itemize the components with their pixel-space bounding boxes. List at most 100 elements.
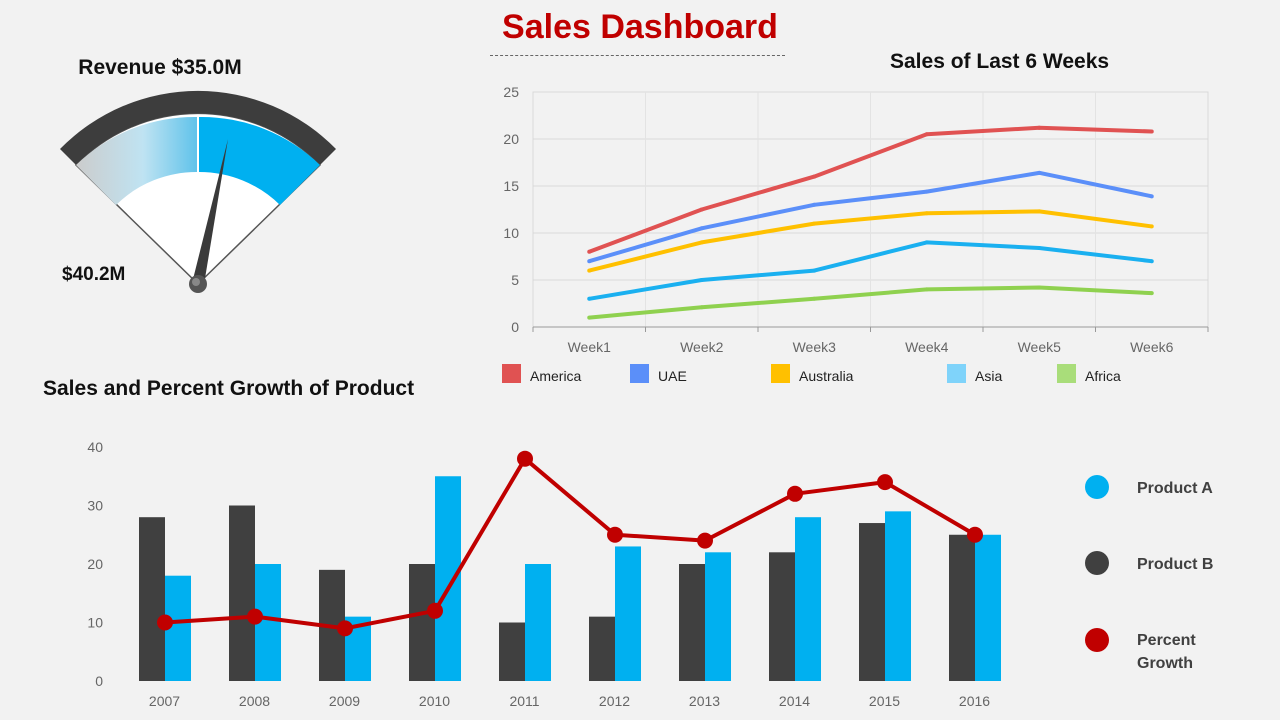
bar-product-b (769, 552, 795, 681)
legend-label: Africa (1085, 368, 1121, 384)
legend-swatch (1057, 364, 1076, 383)
data-point-asia (1149, 259, 1154, 264)
gauge-hub-highlight (192, 278, 200, 286)
data-point-asia (1037, 246, 1042, 251)
gauge-min-label: $40.2M (62, 264, 126, 285)
series-line-africa (589, 285, 1152, 320)
title-underline (490, 55, 785, 56)
y-tick-label: 0 (511, 319, 519, 335)
bar-product-b (139, 517, 165, 681)
growth-line (164, 456, 977, 631)
growth-point (427, 602, 443, 619)
data-point-australia (924, 211, 929, 216)
line-chart: 0 5 10 15 20 25 Week1 Week2 Week3 Week4 Week5 Week6… (502, 84, 1209, 384)
x-tick-label: Week6 (1130, 339, 1174, 355)
legend-label: America (530, 368, 582, 384)
legend-label: Percent Growth (1137, 632, 1196, 672)
y-tick-label: 10 (503, 225, 519, 241)
data-point-america (699, 207, 704, 212)
bar-product-a (525, 564, 551, 681)
bar-product-b (499, 622, 525, 681)
y-tick-label: 20 (503, 131, 519, 147)
bar-product-a (435, 476, 461, 681)
growth-point (337, 620, 353, 637)
data-point-australia (699, 240, 704, 245)
y-tick-label: 5 (511, 272, 519, 288)
data-point-africa (1037, 285, 1042, 290)
bar-product-a (795, 517, 821, 681)
legend-label: Product A (1137, 480, 1213, 497)
growth-point (967, 526, 983, 543)
data-point-africa (587, 315, 592, 320)
data-point-uae (1037, 170, 1042, 175)
x-tick-label: 2008 (239, 693, 270, 709)
x-tick-label: 2014 (779, 693, 810, 709)
y-tick-label: 10 (87, 615, 103, 631)
legend-swatch (947, 364, 966, 383)
line-chart-title: Sales of Last 6 Weeks (890, 50, 1110, 73)
data-point-africa (699, 305, 704, 310)
x-tick-label: Week2 (680, 339, 724, 355)
growth-point (247, 608, 263, 625)
growth-point (157, 614, 173, 631)
x-tick-label: 2009 (329, 693, 360, 709)
revenue-gauge (60, 90, 336, 293)
x-tick-label: Week1 (568, 339, 612, 355)
legend-label: Product B (1137, 556, 1213, 573)
data-point-australia (1037, 209, 1042, 214)
data-point-africa (924, 287, 929, 292)
x-tick-label: Week5 (1018, 339, 1062, 355)
legend-dot (1085, 475, 1109, 499)
data-point-asia (924, 240, 929, 245)
data-point-asia (587, 296, 592, 301)
y-tick-label: 15 (503, 178, 519, 194)
bar-product-b (589, 616, 615, 681)
bar-product-b (949, 534, 975, 681)
data-point-australia (812, 221, 817, 226)
bar-product-a (885, 511, 911, 681)
data-point-australia (1149, 224, 1154, 229)
bar-product-b (229, 505, 255, 681)
bar-product-a (705, 552, 731, 681)
growth-point (697, 532, 713, 549)
legend-label: Australia (799, 368, 854, 384)
bar-product-b (409, 564, 435, 681)
series-line-asia (588, 240, 1152, 301)
gauge-title: Revenue $35.0M (78, 56, 242, 79)
legend-label: UAE (658, 368, 687, 384)
x-tick-label: 2011 (509, 693, 539, 709)
growth-point (607, 526, 623, 543)
y-tick-label: 25 (503, 84, 519, 100)
growth-point (787, 485, 803, 502)
x-tick-label: Week4 (905, 339, 949, 355)
series-line-australia (588, 209, 1153, 273)
y-tick-label: 0 (95, 673, 103, 689)
gauge-frame (60, 90, 336, 165)
y-tick-label: 20 (87, 556, 103, 572)
data-point-africa (1149, 291, 1154, 296)
x-tick-label: 2015 (869, 693, 900, 709)
x-tick-label: 2012 (599, 693, 630, 709)
data-point-uae (812, 202, 817, 207)
data-point-uae (1149, 194, 1154, 199)
x-tick-label: 2013 (689, 693, 720, 709)
x-tick-label: 2007 (149, 693, 180, 709)
data-point-america (924, 132, 929, 137)
legend-swatch (502, 364, 521, 383)
data-point-australia (587, 268, 592, 273)
legend-dot (1085, 551, 1109, 575)
legend-swatch (630, 364, 649, 383)
x-tick-label: 2010 (419, 693, 450, 709)
x-tick-label: Week3 (793, 339, 837, 355)
gauge-band-fill (199, 116, 320, 205)
bar-chart: 0 10 20 30 40 2007 2008 2009 2010 2011 2012 2013 201… (87, 439, 1213, 709)
data-point-asia (699, 278, 704, 282)
data-point-america (587, 249, 592, 254)
data-point-asia (812, 268, 817, 273)
dashboard-title: Sales Dashboard (502, 8, 778, 46)
data-point-america (1037, 125, 1042, 130)
bar-product-b (679, 564, 705, 681)
gauge-band-low (76, 116, 198, 205)
y-tick-label: 30 (87, 498, 103, 514)
growth-point (517, 450, 533, 467)
